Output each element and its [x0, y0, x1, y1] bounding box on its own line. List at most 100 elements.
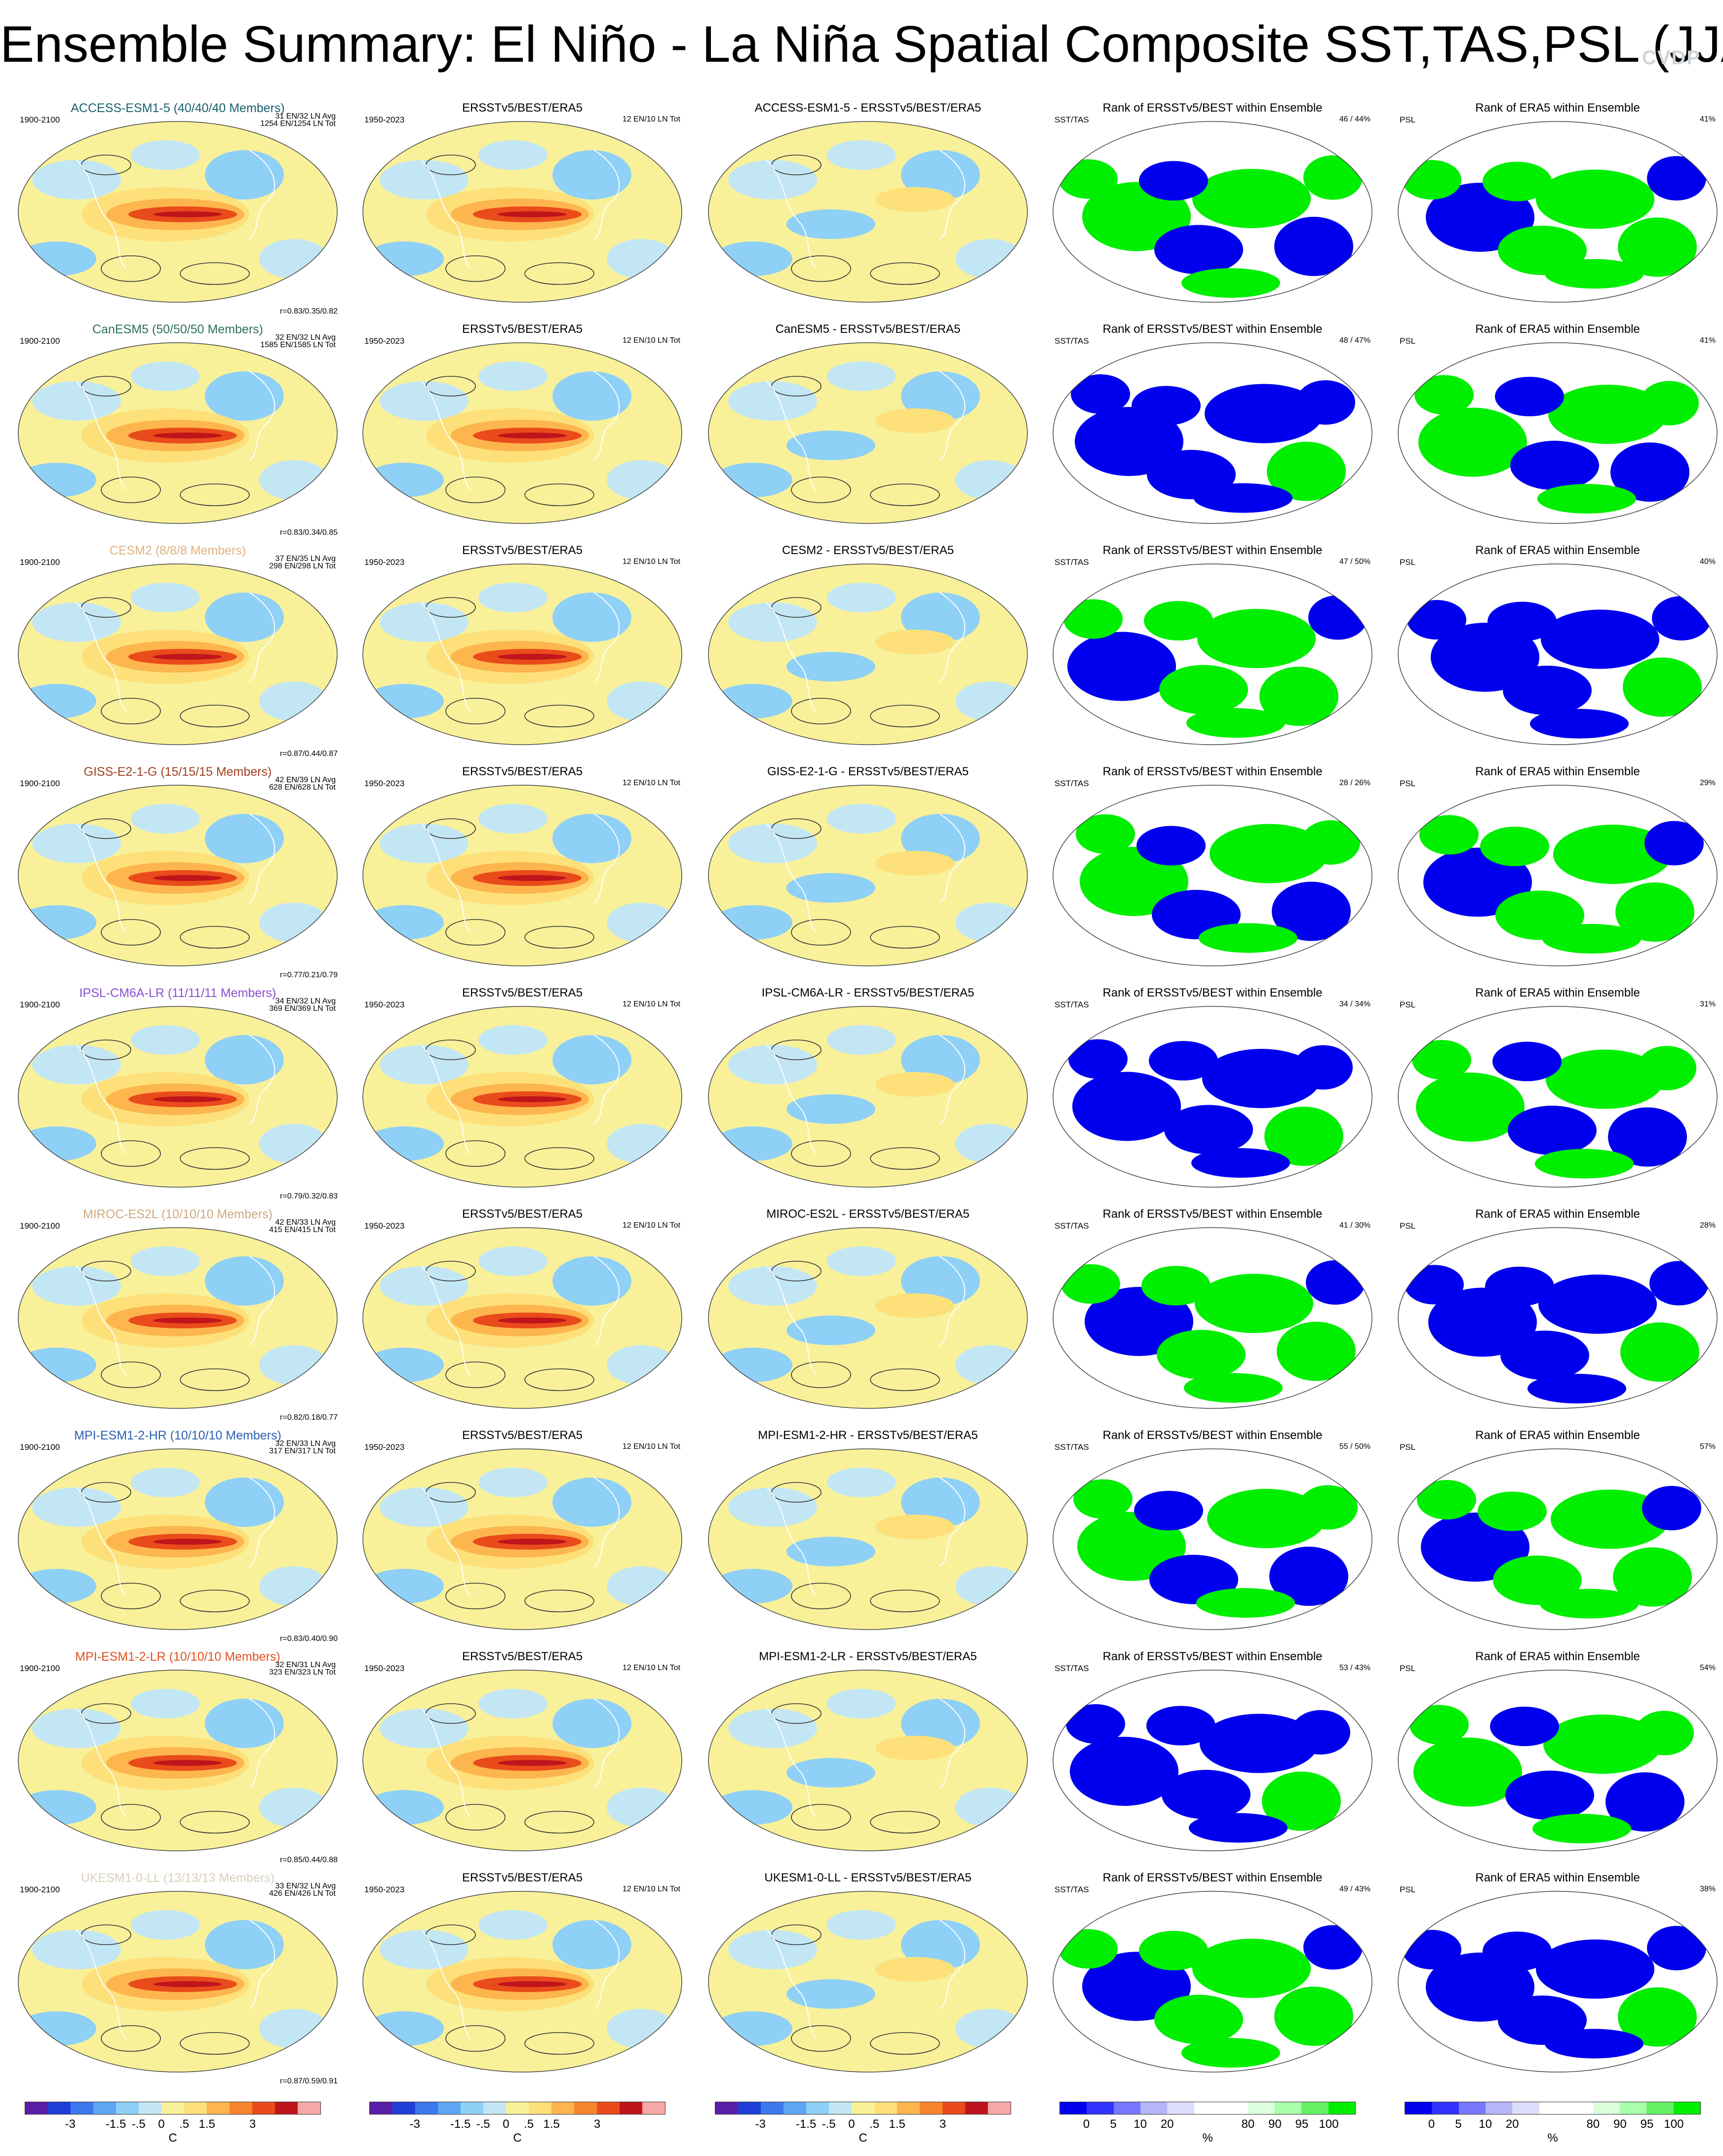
composite-map: [17, 1227, 338, 1409]
page-title: Ensemble Summary: El Niño - La Niña Spat…: [0, 16, 1723, 73]
total-count: 426 EN/426 LN Tot: [269, 1889, 336, 1898]
total-count: 12 EN/10 LN Tot: [622, 1221, 680, 1230]
rank-percent: 46 / 44%: [1339, 115, 1371, 123]
variable-label: SST/TAS: [1055, 1885, 1089, 1894]
composite-map: [362, 1448, 683, 1631]
map-panel: CESM2 (8/8/8 Members) 1900-2100 37 EN/35 L…: [10, 544, 346, 761]
composite-map: [707, 1227, 1028, 1409]
model-title: ACCESS-ESM1-5 (40/40/40 Members): [71, 101, 285, 115]
composite-map: [17, 563, 338, 746]
colorbar-tick-label: 0: [848, 2117, 855, 2131]
total-count: 1585 EN/1585 LN Tot: [260, 341, 336, 349]
rank-psl-title: Rank of ERA5 within Ensemble: [1475, 986, 1640, 999]
colorbar-swatch: [298, 2102, 320, 2114]
difference-title: GISS-E2-1-G - ERSSTv5/BEST/ERA5: [767, 765, 969, 778]
colorbar-tick-label: 1.5: [543, 2117, 560, 2131]
composite-counts: 42 EN/33 LN Avg 415 EN/415 LN Tot: [269, 1219, 336, 1234]
composite-counts: 32 EN/32 LN Avg 1585 EN/1585 LN Tot: [260, 334, 336, 349]
colorbar-tick-label: 1.5: [198, 2117, 215, 2131]
composite-counts: 12 EN/10 LN Tot: [623, 1664, 680, 1672]
total-count: 12 EN/10 LN Tot: [622, 558, 680, 566]
rank-map: [1052, 563, 1373, 746]
colorbar-swatch: [48, 2102, 71, 2114]
colorbar-swatch: [897, 2102, 920, 2114]
period-label: 1900-2100: [20, 1885, 60, 1894]
colorbar-tick-label: -.5: [131, 2117, 146, 2131]
rank-percent: 41%: [1699, 115, 1716, 123]
colorbar-swatch: [483, 2102, 506, 2114]
rank-psl-title: Rank of ERA5 within Ensemble: [1475, 322, 1640, 336]
composite-counts: 32 EN/31 LN Avg 323 EN/323 LN Tot: [269, 1661, 336, 1677]
rank-sst-title: Rank of ERSSTv5/BEST within Ensemble: [1102, 544, 1323, 557]
colorbar-tick-label: 90: [1613, 2117, 1627, 2131]
composite-map: [17, 342, 338, 524]
colorbar-tick-label: .5: [179, 2117, 190, 2131]
colorbar-tick-label: -1.5: [105, 2117, 126, 2131]
composite-counts: 12 EN/10 LN Tot: [622, 558, 680, 566]
colorbar-swatch: [942, 2102, 965, 2114]
colorbar-tick-label: 10: [1134, 2117, 1147, 2131]
colorbar-swatch: [1405, 2102, 1432, 2114]
composite-counts: 12 EN/10 LN Tot: [623, 1443, 680, 1451]
rank-map: [1052, 342, 1373, 524]
colorbar-swatch: [438, 2102, 461, 2114]
colorbar-swatch: [620, 2102, 642, 2114]
colorbar-swatch: [1113, 2102, 1141, 2114]
colorbar-swatch: [965, 2102, 988, 2114]
colorbar-swatch: [1248, 2102, 1275, 2114]
rank-percent: 57%: [1699, 1442, 1716, 1451]
obs-title: ERSSTv5/BEST/ERA5: [462, 322, 583, 336]
colorbar-swatch: [738, 2102, 761, 2114]
total-count: 12 EN/10 LN Tot: [622, 779, 680, 787]
composite-counts: 12 EN/10 LN Tot: [623, 337, 680, 345]
rank-map: [1052, 120, 1373, 303]
colorbar-swatch: [71, 2102, 93, 2114]
map-panel: Rank of ERSSTv5/BEST within Ensemble SST/…: [1045, 987, 1380, 1204]
variable-label: SST/TAS: [1055, 336, 1089, 346]
colorbar-swatch: [642, 2102, 665, 2114]
colorbar-swatch: [1060, 2102, 1087, 2114]
colorbar-swatch: [392, 2102, 415, 2114]
colorbar-tick-label: -1.5: [795, 2117, 817, 2131]
composite-counts: 12 EN/10 LN Tot: [623, 1000, 680, 1008]
rank-percent: 55 / 50%: [1339, 1442, 1371, 1451]
composite-counts: 12 EN/10 LN Tot: [623, 1885, 680, 1893]
map-panel: Rank of ERSSTv5/BEST within Ensemble SST/…: [1045, 102, 1380, 319]
map-panel: CanESM5 - ERSSTv5/BEST/ERA5: [700, 323, 1036, 540]
composite-map: [362, 784, 683, 967]
colorbar-tick-label: 5: [1455, 2117, 1462, 2131]
rank-map: [1052, 784, 1373, 967]
colorbar-swatch: [829, 2102, 852, 2114]
rank-percent: 54%: [1699, 1664, 1716, 1672]
colorbar-swatch: [806, 2102, 829, 2114]
colorbar-tick-label: 95: [1295, 2117, 1309, 2131]
model-title: MPI-ESM1-2-HR (10/10/10 Members): [74, 1429, 281, 1442]
variable-label: SST/TAS: [1055, 115, 1089, 124]
composite-map: [707, 342, 1028, 524]
colorbar-tick-label: 100: [1319, 2117, 1339, 2131]
composite-map: [362, 1227, 683, 1409]
rank-percent: 41%: [1699, 336, 1716, 345]
colorbar-tick-label: 5: [1110, 2117, 1117, 2131]
colorbar-swatch: [161, 2102, 184, 2114]
map-panel: IPSL-CM6A-LR (11/11/11 Members) 1900-2100…: [10, 987, 346, 1204]
colorbar-swatch: [252, 2102, 275, 2114]
rank-percent: 28%: [1699, 1221, 1716, 1230]
difference-title: CanESM5 - ERSSTv5/BEST/ERA5: [775, 322, 961, 336]
composite-counts: 12 EN/10 LN Tot: [622, 1221, 680, 1230]
obs-title: ERSSTv5/BEST/ERA5: [462, 1207, 583, 1221]
colorbar-tick-label: 0: [1428, 2117, 1435, 2131]
colorbar-swatch: [1486, 2102, 1513, 2114]
composite-map: [17, 120, 338, 303]
composite-map: [17, 1669, 338, 1852]
composite-counts: 42 EN/39 LN Avg 628 EN/628 LN Tot: [269, 776, 336, 792]
composite-map: [707, 1448, 1028, 1631]
composite-map: [17, 1890, 338, 2073]
composite-counts: 31 EN/32 LN Avg 1254 EN/1254 LN Tot: [260, 113, 336, 128]
period-label: 1900-2100: [20, 115, 60, 124]
map-panel: Rank of ERA5 within Ensemble PSL 54%: [1390, 1650, 1723, 1868]
colorbar-swatch: [1140, 2102, 1168, 2114]
rank-percent: 40%: [1699, 558, 1716, 566]
map-panel: Rank of ERSSTv5/BEST within Ensemble SST/…: [1045, 1429, 1380, 1646]
pattern-correlation: r=0.87/0.44/0.87: [280, 750, 338, 758]
